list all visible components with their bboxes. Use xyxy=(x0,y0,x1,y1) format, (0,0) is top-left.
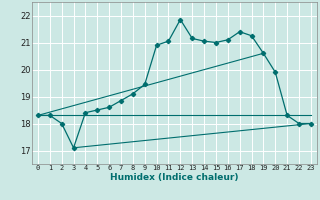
X-axis label: Humidex (Indice chaleur): Humidex (Indice chaleur) xyxy=(110,173,239,182)
